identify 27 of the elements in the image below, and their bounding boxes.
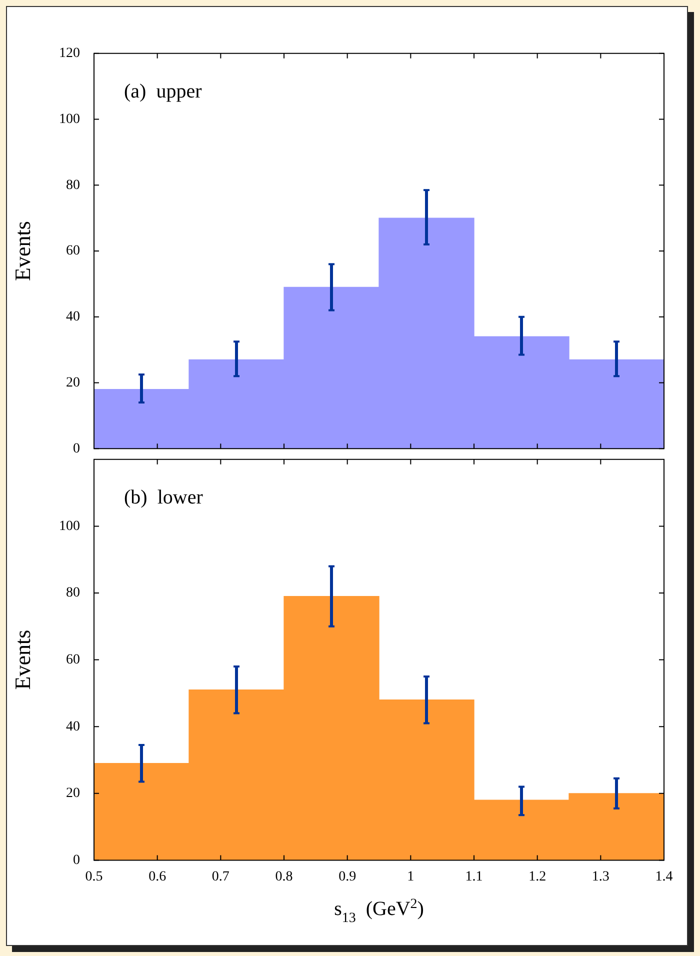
x-tick-label: 1.4: [655, 869, 673, 884]
y-axis-title: Events: [10, 630, 35, 690]
y-tick-label: 20: [66, 375, 80, 390]
y-tick-label: 60: [66, 652, 80, 668]
x-tick-label: 1: [407, 869, 414, 884]
annotation: (a) upper: [124, 80, 202, 102]
y-tick-label: 100: [59, 518, 80, 534]
y-tick-label: 0: [73, 852, 80, 868]
x-tick-label: 1.1: [465, 869, 483, 884]
y-tick-label: 60: [66, 244, 80, 259]
x-tick-label: 0.6: [148, 869, 166, 884]
y-tick-label: 120: [59, 46, 80, 62]
x-tick-label: 0.8: [275, 869, 293, 884]
x-tick-label: 0.7: [212, 869, 230, 884]
y-tick-label: 40: [66, 719, 80, 734]
y-axis-title: Events: [10, 221, 35, 281]
x-tick-label: 1.3: [592, 869, 610, 884]
y-tick-label: 80: [66, 586, 80, 601]
y-tick-label: 100: [59, 112, 80, 127]
y-tick-label: 40: [66, 310, 80, 325]
annotation: (b) lower: [124, 486, 204, 508]
y-tick-label: 0: [73, 441, 80, 456]
x-tick-label: 0.5: [85, 869, 103, 884]
x-tick-label: 1.2: [528, 869, 546, 884]
x-tick-label: 0.9: [338, 869, 356, 884]
y-tick-label: 20: [66, 786, 80, 802]
y-tick-label: 80: [66, 178, 80, 193]
